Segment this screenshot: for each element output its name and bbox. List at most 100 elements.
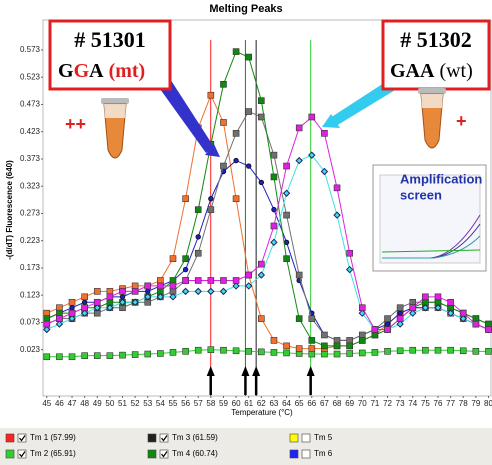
data-point	[208, 92, 214, 98]
data-point	[296, 125, 302, 131]
data-point	[183, 196, 189, 202]
x-tick-label: 54	[156, 399, 165, 408]
legend-label: Tm 1 (57.99)	[30, 433, 76, 442]
x-tick-label: 61	[244, 399, 253, 408]
screen: Melting Peaks -(d/dT) Fluorescence (640)…	[0, 0, 492, 465]
data-point	[321, 332, 327, 338]
data-point	[258, 261, 264, 267]
y-tick-label: 0.373	[20, 154, 41, 163]
legend-swatch	[290, 434, 298, 442]
data-point	[485, 327, 491, 333]
data-point	[170, 256, 176, 262]
x-tick-label: 55	[169, 399, 178, 408]
data-point	[372, 327, 378, 333]
data-point	[157, 283, 163, 289]
data-point	[246, 54, 252, 60]
x-tick-label: 51	[118, 399, 127, 408]
data-point	[271, 223, 277, 229]
data-point	[359, 337, 365, 343]
x-tick-label: 56	[181, 399, 190, 408]
data-point	[359, 332, 365, 338]
x-tick-label: 68	[333, 399, 342, 408]
data-point	[69, 299, 75, 305]
data-point	[170, 283, 176, 289]
data-point	[120, 352, 126, 358]
x-tick-label: 71	[370, 399, 379, 408]
x-tick-label: 67	[320, 399, 329, 408]
legend-swatch	[148, 434, 156, 442]
data-point	[195, 250, 201, 256]
data-point	[334, 185, 340, 191]
data-point	[44, 316, 50, 322]
data-point	[157, 350, 163, 356]
data-point	[284, 350, 290, 356]
data-point	[233, 196, 239, 202]
seq: GAA	[390, 60, 435, 82]
checkbox[interactable]	[302, 450, 310, 458]
data-point	[82, 353, 88, 359]
base-mutated: G	[74, 60, 90, 82]
y-tick-label: 0.273	[20, 209, 41, 218]
data-point	[234, 158, 238, 162]
y-tick-label: 0.073	[20, 318, 41, 327]
data-point	[410, 347, 416, 353]
data-point	[94, 299, 100, 305]
data-point	[296, 346, 302, 352]
data-point	[460, 348, 466, 354]
x-tick-label: 50	[105, 399, 114, 408]
checkbox[interactable]	[302, 434, 310, 442]
x-tick-label: 73	[396, 399, 405, 408]
data-point	[170, 277, 176, 283]
data-point	[271, 152, 277, 158]
y-axis-label: -(d/dT) Fluorescence (640)	[5, 160, 14, 260]
data-point	[170, 349, 176, 355]
data-point	[233, 130, 239, 136]
data-point	[246, 348, 252, 354]
wildtype-seq: GAA(wt)	[390, 60, 473, 82]
data-point	[69, 310, 75, 316]
y-tick-label: 0.473	[20, 100, 41, 109]
x-tick-label: 70	[358, 399, 367, 408]
legend-label: Tm 3 (61.59)	[172, 433, 218, 442]
x-tick-label: 65	[295, 399, 304, 408]
y-tick-label: 0.123	[20, 290, 41, 299]
y-tick-label: 0.223	[20, 236, 41, 245]
data-point	[208, 277, 214, 283]
data-point	[44, 310, 50, 316]
data-point	[258, 349, 264, 355]
x-tick-label: 75	[421, 399, 430, 408]
level: ++	[65, 114, 86, 134]
data-point	[473, 348, 479, 354]
x-tick-label: 57	[194, 399, 203, 408]
data-point	[334, 337, 340, 343]
data-point	[385, 316, 391, 322]
data-point	[271, 337, 277, 343]
x-tick-label: 45	[42, 399, 51, 408]
x-tick-label: 78	[459, 399, 468, 408]
data-point	[284, 163, 290, 169]
y-tick-label: 0.573	[20, 45, 41, 54]
data-point	[44, 321, 50, 327]
data-point	[208, 347, 214, 353]
data-point	[347, 350, 353, 356]
data-point	[397, 316, 403, 322]
x-tick-label: 64	[282, 399, 291, 408]
data-point	[309, 114, 315, 120]
y-tick-label: 0.323	[20, 181, 41, 190]
data-point	[145, 283, 151, 289]
data-point	[435, 347, 441, 353]
data-point	[233, 49, 239, 55]
data-point	[107, 353, 113, 359]
data-point	[284, 240, 288, 244]
data-point	[385, 322, 389, 326]
data-point	[485, 348, 491, 354]
data-point	[321, 130, 327, 136]
data-point	[309, 316, 315, 322]
data-point	[309, 346, 315, 352]
data-point	[258, 316, 264, 322]
x-tick-label: 58	[206, 399, 215, 408]
data-point	[233, 277, 239, 283]
data-point	[347, 250, 353, 256]
data-point	[56, 310, 62, 316]
data-point	[448, 347, 454, 353]
